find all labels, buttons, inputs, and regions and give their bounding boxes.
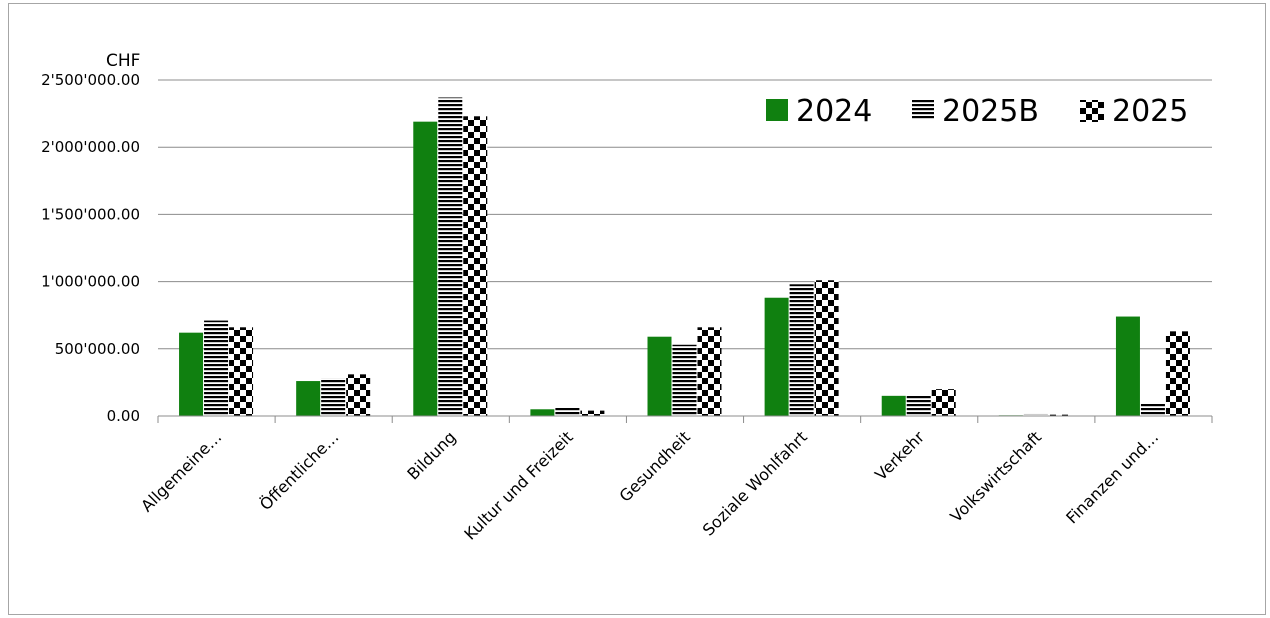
bar-2025-4 [697, 327, 722, 416]
chart-frame [8, 3, 1266, 615]
legend-swatch-2024 [766, 99, 788, 121]
bar-2025-0 [229, 327, 254, 416]
x-tick-labels: Allgemeine… Öffentliche… Bildung Kultur und… [137, 427, 1162, 544]
bar-2025-5 [814, 280, 839, 416]
legend-label-2025B: 2025B [942, 94, 1039, 129]
x-tick-label: Verkehr [871, 427, 928, 484]
bar-2025B-2 [438, 97, 463, 417]
y-tick-labels: 0.00 500'000.00 1'000'000.00 1'500'000.00 2'… [41, 71, 140, 425]
y-tick-label: 2'500'000.00 [41, 71, 140, 89]
bar-2025-7 [1048, 414, 1073, 416]
bar-2025-1 [346, 374, 371, 416]
legend-label-2025: 2025 [1112, 94, 1188, 129]
bar-2024-4 [647, 336, 672, 416]
x-tick-label: Kultur und Freizeit [460, 427, 576, 543]
legend: 2024 2025B 2025 [766, 94, 1188, 129]
y-tick-label: 1'500'000.00 [41, 205, 140, 223]
bar-2025B-0 [204, 320, 229, 416]
bar-2025B-7 [1023, 413, 1048, 416]
bar-2024-2 [413, 121, 438, 416]
legend-label-2024: 2024 [796, 94, 872, 129]
x-tick-label: Bildung [403, 427, 459, 483]
gridlines [158, 79, 1212, 350]
bar-2024-6 [881, 395, 906, 416]
bar-2025-2 [463, 116, 488, 417]
bar-2024-3 [530, 409, 555, 416]
bar-2025B-5 [789, 284, 814, 416]
legend-item-2025B: 2025B [912, 94, 1039, 129]
x-tick-label: Öffentliche… [256, 427, 343, 514]
bar-2025B-3 [555, 407, 580, 416]
x-tick-label: Gesundheit [616, 427, 694, 505]
bar-2025-8 [1165, 331, 1190, 416]
y-unit-label: CHF [106, 51, 140, 71]
bar-2024-8 [1115, 316, 1140, 416]
legend-item-2025: 2025 [1080, 94, 1188, 129]
y-tick-label: 500'000.00 [55, 340, 140, 358]
x-axis [157, 415, 1213, 423]
bars [179, 97, 1190, 417]
legend-swatch-2025 [1080, 100, 1104, 122]
y-tick-label: 1'000'000.00 [41, 273, 140, 291]
bar-2024-0 [179, 332, 204, 416]
bar-2025B-8 [1140, 403, 1165, 416]
bar-2025B-6 [906, 394, 931, 416]
bar-2024-1 [296, 381, 321, 416]
x-tick-label: Volkswirtschaft [946, 427, 1045, 526]
y-tick-label: 0.00 [107, 407, 140, 425]
x-tick-label: Finanzen und… [1062, 427, 1162, 527]
bar-2024-5 [764, 297, 789, 416]
x-tick-label: Soziale Wohlfahrt [699, 427, 811, 539]
bar-2025B-1 [321, 378, 346, 416]
bar-2025-3 [580, 410, 605, 416]
bar-2025-6 [931, 389, 956, 416]
y-tick-label: 2'000'000.00 [41, 138, 140, 156]
legend-item-2024: 2024 [766, 94, 872, 129]
bar-2025B-4 [672, 344, 697, 416]
x-tick-label: Allgemeine… [137, 427, 225, 515]
legend-swatch-2025B [912, 100, 934, 120]
